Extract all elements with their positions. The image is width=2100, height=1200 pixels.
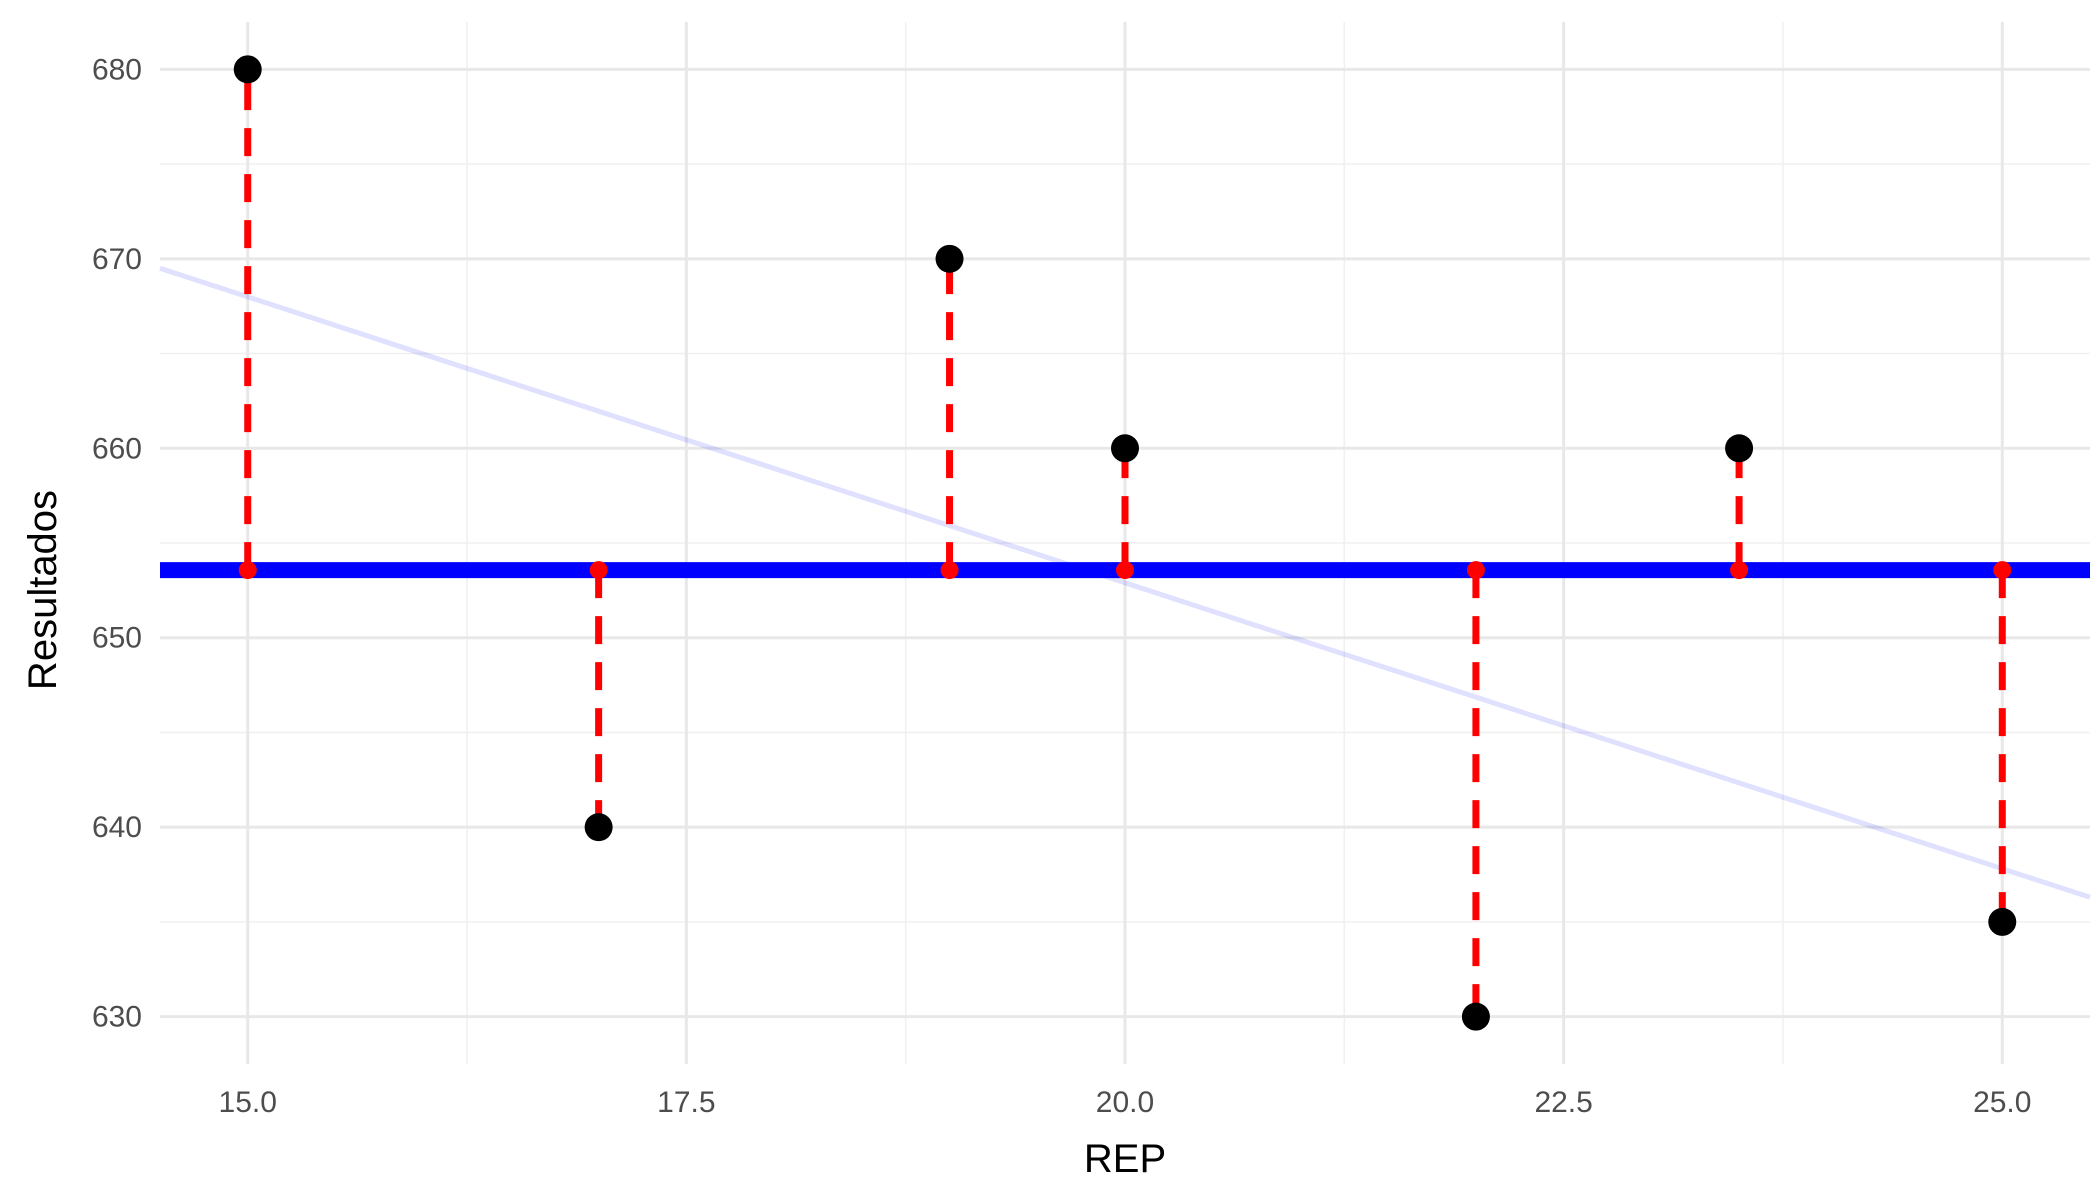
regression-line bbox=[159, 265, 2091, 900]
data-point bbox=[935, 244, 964, 273]
data-point bbox=[1988, 907, 2017, 936]
residual-foot-point bbox=[940, 561, 959, 580]
residual-layer bbox=[238, 69, 2012, 1017]
data-point bbox=[233, 55, 262, 84]
y-tick-label: 650 bbox=[92, 622, 142, 655]
x-tick-label: 17.5 bbox=[657, 1086, 715, 1119]
x-tick-label: 15.0 bbox=[219, 1086, 277, 1119]
y-tick-labels: 630 640 650 660 670 680 bbox=[92, 53, 142, 1033]
residual-foot-point bbox=[589, 561, 608, 580]
x-tick-label: 20.0 bbox=[1096, 1086, 1154, 1119]
y-tick-label: 670 bbox=[92, 243, 142, 276]
residual-foot-point bbox=[1116, 561, 1134, 580]
residual-foot-point bbox=[1730, 561, 1749, 580]
residual-foot-point bbox=[1993, 561, 2012, 580]
residual-foot-point bbox=[238, 561, 257, 580]
x-tick-label: 22.5 bbox=[1534, 1086, 1592, 1119]
data-point bbox=[1111, 434, 1139, 463]
x-axis-title: REP bbox=[1084, 1137, 1166, 1181]
y-axis-title: Resultados bbox=[21, 490, 65, 690]
y-tick-label: 630 bbox=[92, 1001, 142, 1034]
y-tick-label: 680 bbox=[92, 53, 142, 86]
y-tick-label: 640 bbox=[92, 811, 142, 844]
residual-foot-point bbox=[1466, 561, 1485, 580]
data-point bbox=[1725, 434, 1754, 463]
data-point bbox=[584, 813, 613, 842]
y-tick-label: 660 bbox=[92, 432, 142, 465]
data-point bbox=[1461, 1002, 1490, 1031]
point-layer bbox=[233, 55, 2017, 1031]
x-tick-labels: 15.0 17.5 20.0 22.5 25.0 bbox=[219, 1086, 2032, 1119]
regression-layer bbox=[159, 265, 2091, 900]
x-tick-label: 25.0 bbox=[1973, 1086, 2031, 1119]
